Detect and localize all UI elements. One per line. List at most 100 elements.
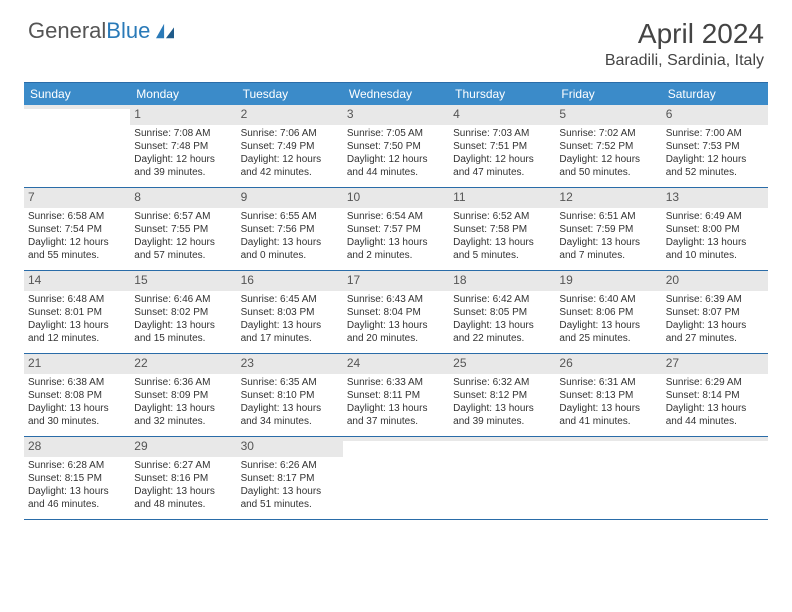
daylight-text: and 47 minutes. bbox=[453, 166, 551, 179]
daylight-text: and 37 minutes. bbox=[347, 415, 445, 428]
daylight-text: Daylight: 13 hours bbox=[666, 319, 764, 332]
day-number-row bbox=[555, 437, 661, 441]
daylight-text: Daylight: 13 hours bbox=[134, 319, 232, 332]
calendar-cell bbox=[24, 105, 130, 187]
daylight-text: Daylight: 13 hours bbox=[241, 485, 339, 498]
daylight-text: and 0 minutes. bbox=[241, 249, 339, 262]
day-number-row: 4 bbox=[449, 105, 555, 125]
sunrise-text: Sunrise: 6:43 AM bbox=[347, 293, 445, 306]
day-number: 6 bbox=[666, 107, 673, 121]
daylight-text: Daylight: 13 hours bbox=[28, 485, 126, 498]
calendar-week: 28Sunrise: 6:28 AMSunset: 8:15 PMDayligh… bbox=[24, 437, 768, 520]
sunrise-text: Sunrise: 6:40 AM bbox=[559, 293, 657, 306]
daylight-text: and 44 minutes. bbox=[347, 166, 445, 179]
day-number-row: 15 bbox=[130, 271, 236, 291]
day-number-row: 2 bbox=[237, 105, 343, 125]
day-number-row bbox=[662, 437, 768, 441]
calendar-cell bbox=[449, 437, 555, 519]
day-header: Saturday bbox=[662, 83, 768, 105]
sunrise-text: Sunrise: 6:29 AM bbox=[666, 376, 764, 389]
daylight-text: and 32 minutes. bbox=[134, 415, 232, 428]
sunrise-text: Sunrise: 6:57 AM bbox=[134, 210, 232, 223]
daylight-text: and 5 minutes. bbox=[453, 249, 551, 262]
day-number-row: 19 bbox=[555, 271, 661, 291]
daylight-text: and 51 minutes. bbox=[241, 498, 339, 511]
sunset-text: Sunset: 7:49 PM bbox=[241, 140, 339, 153]
sunrise-text: Sunrise: 6:28 AM bbox=[28, 459, 126, 472]
daylight-text: Daylight: 12 hours bbox=[241, 153, 339, 166]
day-number-row: 7 bbox=[24, 188, 130, 208]
sunrise-text: Sunrise: 6:58 AM bbox=[28, 210, 126, 223]
sunset-text: Sunset: 8:05 PM bbox=[453, 306, 551, 319]
calendar-cell: 7Sunrise: 6:58 AMSunset: 7:54 PMDaylight… bbox=[24, 188, 130, 270]
sunset-text: Sunset: 7:58 PM bbox=[453, 223, 551, 236]
sunrise-text: Sunrise: 6:42 AM bbox=[453, 293, 551, 306]
daylight-text: and 34 minutes. bbox=[241, 415, 339, 428]
daylight-text: Daylight: 13 hours bbox=[28, 402, 126, 415]
day-header-row: Sunday Monday Tuesday Wednesday Thursday… bbox=[24, 83, 768, 105]
calendar-cell: 10Sunrise: 6:54 AMSunset: 7:57 PMDayligh… bbox=[343, 188, 449, 270]
sunset-text: Sunset: 7:55 PM bbox=[134, 223, 232, 236]
sunrise-text: Sunrise: 6:48 AM bbox=[28, 293, 126, 306]
calendar-cell: 22Sunrise: 6:36 AMSunset: 8:09 PMDayligh… bbox=[130, 354, 236, 436]
day-number: 4 bbox=[453, 107, 460, 121]
sunset-text: Sunset: 8:17 PM bbox=[241, 472, 339, 485]
location: Baradili, Sardinia, Italy bbox=[605, 52, 764, 70]
daylight-text: and 48 minutes. bbox=[134, 498, 232, 511]
day-number-row bbox=[449, 437, 555, 441]
day-number: 19 bbox=[559, 273, 572, 287]
daylight-text: and 17 minutes. bbox=[241, 332, 339, 345]
calendar-cell: 2Sunrise: 7:06 AMSunset: 7:49 PMDaylight… bbox=[237, 105, 343, 187]
day-number-row: 1 bbox=[130, 105, 236, 125]
day-number: 28 bbox=[28, 439, 41, 453]
calendar-cell: 21Sunrise: 6:38 AMSunset: 8:08 PMDayligh… bbox=[24, 354, 130, 436]
sunset-text: Sunset: 8:04 PM bbox=[347, 306, 445, 319]
day-number: 9 bbox=[241, 190, 248, 204]
day-number-row: 11 bbox=[449, 188, 555, 208]
day-number-row: 27 bbox=[662, 354, 768, 374]
sunset-text: Sunset: 8:14 PM bbox=[666, 389, 764, 402]
daylight-text: and 42 minutes. bbox=[241, 166, 339, 179]
calendar-cell: 28Sunrise: 6:28 AMSunset: 8:15 PMDayligh… bbox=[24, 437, 130, 519]
sunrise-text: Sunrise: 6:33 AM bbox=[347, 376, 445, 389]
calendar-cell: 4Sunrise: 7:03 AMSunset: 7:51 PMDaylight… bbox=[449, 105, 555, 187]
calendar-cell: 27Sunrise: 6:29 AMSunset: 8:14 PMDayligh… bbox=[662, 354, 768, 436]
month-title: April 2024 bbox=[605, 18, 764, 50]
calendar-cell: 25Sunrise: 6:32 AMSunset: 8:12 PMDayligh… bbox=[449, 354, 555, 436]
daylight-text: Daylight: 13 hours bbox=[559, 402, 657, 415]
calendar-cell: 1Sunrise: 7:08 AMSunset: 7:48 PMDaylight… bbox=[130, 105, 236, 187]
daylight-text: Daylight: 13 hours bbox=[453, 402, 551, 415]
calendar-cell: 16Sunrise: 6:45 AMSunset: 8:03 PMDayligh… bbox=[237, 271, 343, 353]
sunset-text: Sunset: 8:09 PM bbox=[134, 389, 232, 402]
daylight-text: and 25 minutes. bbox=[559, 332, 657, 345]
sunset-text: Sunset: 8:08 PM bbox=[28, 389, 126, 402]
day-number-row: 30 bbox=[237, 437, 343, 457]
sunrise-text: Sunrise: 6:46 AM bbox=[134, 293, 232, 306]
calendar-cell: 23Sunrise: 6:35 AMSunset: 8:10 PMDayligh… bbox=[237, 354, 343, 436]
calendar: Sunday Monday Tuesday Wednesday Thursday… bbox=[24, 82, 768, 520]
calendar-cell bbox=[555, 437, 661, 519]
day-number: 24 bbox=[347, 356, 360, 370]
daylight-text: Daylight: 12 hours bbox=[559, 153, 657, 166]
day-number: 20 bbox=[666, 273, 679, 287]
calendar-cell: 13Sunrise: 6:49 AMSunset: 8:00 PMDayligh… bbox=[662, 188, 768, 270]
day-number-row: 23 bbox=[237, 354, 343, 374]
calendar-cell: 30Sunrise: 6:26 AMSunset: 8:17 PMDayligh… bbox=[237, 437, 343, 519]
sunset-text: Sunset: 8:00 PM bbox=[666, 223, 764, 236]
sunrise-text: Sunrise: 7:05 AM bbox=[347, 127, 445, 140]
day-number-row: 5 bbox=[555, 105, 661, 125]
calendar-cell: 12Sunrise: 6:51 AMSunset: 7:59 PMDayligh… bbox=[555, 188, 661, 270]
day-number-row: 21 bbox=[24, 354, 130, 374]
daylight-text: and 2 minutes. bbox=[347, 249, 445, 262]
daylight-text: Daylight: 13 hours bbox=[241, 236, 339, 249]
day-number: 7 bbox=[28, 190, 35, 204]
day-number-row: 25 bbox=[449, 354, 555, 374]
day-number-row: 8 bbox=[130, 188, 236, 208]
day-number: 1 bbox=[134, 107, 141, 121]
sunset-text: Sunset: 8:02 PM bbox=[134, 306, 232, 319]
day-header: Wednesday bbox=[343, 83, 449, 105]
calendar-cell: 24Sunrise: 6:33 AMSunset: 8:11 PMDayligh… bbox=[343, 354, 449, 436]
day-number-row: 14 bbox=[24, 271, 130, 291]
day-number: 5 bbox=[559, 107, 566, 121]
day-number: 3 bbox=[347, 107, 354, 121]
